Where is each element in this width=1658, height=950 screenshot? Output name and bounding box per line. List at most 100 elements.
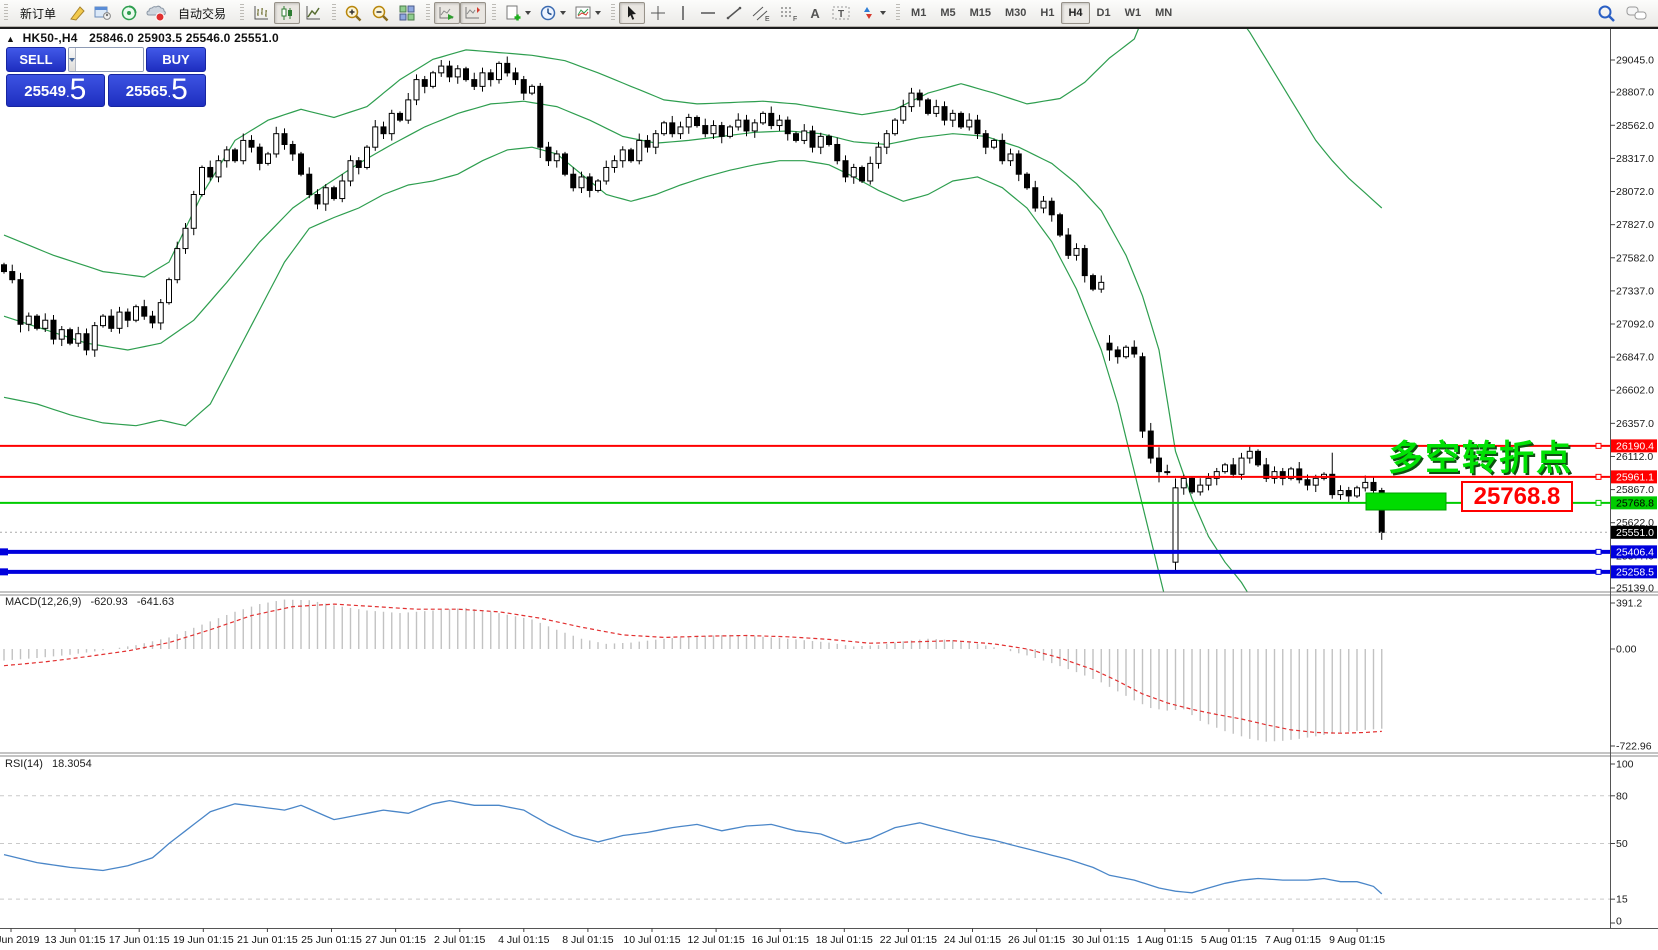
- svg-text:25551.0: 25551.0: [1616, 527, 1654, 539]
- zoom-in-icon[interactable]: [340, 2, 367, 24]
- toolbar-drag-handle[interactable]: [426, 4, 431, 22]
- trendline-icon[interactable]: [721, 2, 747, 24]
- cursor-icon[interactable]: [619, 2, 646, 24]
- auto-scroll-icon[interactable]: [434, 2, 461, 24]
- text-label-icon[interactable]: T: [827, 2, 855, 24]
- svg-text:22 Jul 01:15: 22 Jul 01:15: [880, 934, 937, 946]
- svg-text:17 Jun 01:15: 17 Jun 01:15: [109, 934, 170, 946]
- toolbar-drag-handle[interactable]: [332, 4, 337, 22]
- svg-text:2 Jul 01:15: 2 Jul 01:15: [434, 934, 486, 946]
- rsi-panel[interactable]: [0, 795, 1610, 900]
- channel-icon[interactable]: E: [747, 2, 775, 24]
- svg-text:26 Jul 01:15: 26 Jul 01:15: [1008, 934, 1065, 946]
- level-lines[interactable]: [0, 442, 1610, 576]
- svg-text:28317.0: 28317.0: [1616, 153, 1654, 165]
- fibonacci-icon[interactable]: F: [775, 2, 803, 24]
- toolbar-drag-handle[interactable]: [492, 4, 497, 22]
- sell-button[interactable]: SELL: [6, 47, 66, 72]
- svg-text:16 Jul 01:15: 16 Jul 01:15: [752, 934, 809, 946]
- svg-text:27092.0: 27092.0: [1616, 319, 1654, 331]
- search-icon[interactable]: [1597, 4, 1616, 23]
- svg-text:12 Jul 01:15: 12 Jul 01:15: [687, 934, 744, 946]
- price-callout-box[interactable]: 25768.8: [1461, 481, 1573, 512]
- autotrading-button[interactable]: 自动交易: [170, 2, 234, 24]
- vertical-line-icon[interactable]: [671, 2, 695, 24]
- main-price-panel[interactable]: [0, 0, 1610, 607]
- svg-text:391.2: 391.2: [1616, 598, 1642, 610]
- svg-text:18 Jul 01:15: 18 Jul 01:15: [816, 934, 873, 946]
- svg-text:25406.4: 25406.4: [1616, 546, 1654, 558]
- svg-text:25139.0: 25139.0: [1616, 583, 1654, 595]
- timeframe-m1[interactable]: M1: [911, 7, 927, 19]
- bollinger-bands: [3, 28, 1383, 592]
- svg-text:T: T: [838, 9, 844, 20]
- market-watch-icon[interactable]: [90, 2, 116, 24]
- bar-chart-icon[interactable]: [248, 2, 274, 24]
- one-click-trading-panel: SELL BUY 25549.5 25565.5: [6, 47, 206, 107]
- svg-text:4 Jul 01:15: 4 Jul 01:15: [498, 934, 550, 946]
- sell-price-display[interactable]: 25549. 5: [6, 74, 105, 107]
- ticket-icon[interactable]: [64, 2, 90, 24]
- crosshair-icon[interactable]: [645, 2, 671, 24]
- text-tool-icon[interactable]: A: [810, 5, 820, 21]
- svg-text:26847.0: 26847.0: [1616, 352, 1654, 364]
- toolbar-drag-handle[interactable]: [240, 4, 245, 22]
- toolbar-right: [1597, 4, 1658, 23]
- svg-text:28562.0: 28562.0: [1616, 120, 1654, 132]
- trade-group: 新订单 自动交易: [0, 0, 236, 26]
- timeframe-m30[interactable]: M30: [1005, 7, 1027, 19]
- chart-shift-icon[interactable]: [460, 2, 487, 24]
- buy-price-display[interactable]: 25565. 5: [107, 74, 206, 107]
- candles-layer: [1, 56, 1385, 571]
- highlight-zone[interactable]: [1365, 492, 1447, 511]
- timeframe-d1[interactable]: D1: [1096, 7, 1111, 19]
- panel-frame: [0, 28, 1658, 929]
- symbol-period-label: HK50-,H4: [22, 31, 78, 45]
- rsi-indicator-label: RSI(14) 18.3054: [5, 758, 92, 770]
- dropdown-caret: [880, 11, 887, 15]
- arrows-tool-icon[interactable]: [855, 2, 890, 24]
- candlestick-chart-icon[interactable]: [274, 2, 301, 24]
- toolbar-drag-handle[interactable]: [4, 4, 8, 22]
- macd-panel[interactable]: [3, 599, 1383, 742]
- line-chart-icon[interactable]: [300, 2, 326, 24]
- timeframe-h1[interactable]: H1: [1040, 7, 1055, 19]
- chart-symbol-title: ▲ HK50-,H4 25846.0 25903.5 25546.0 25551…: [6, 31, 279, 45]
- svg-text:26602.0: 26602.0: [1616, 385, 1654, 397]
- ohlc-readout: 25846.0 25903.5 25546.0 25551.0: [89, 31, 279, 45]
- timeframe-mn[interactable]: MN: [1155, 7, 1173, 19]
- tile-windows-icon[interactable]: [394, 2, 420, 24]
- profiles-clock-icon[interactable]: [535, 2, 570, 24]
- svg-text:27 Jun 01:15: 27 Jun 01:15: [365, 934, 426, 946]
- horizontal-line-icon[interactable]: [695, 2, 721, 24]
- volume-input[interactable]: [76, 48, 143, 71]
- data-window-icon[interactable]: [116, 2, 142, 24]
- zoom-out-icon[interactable]: [367, 2, 394, 24]
- chart-type-group: [236, 0, 328, 26]
- svg-text:E: E: [765, 16, 770, 22]
- timeframe-h4[interactable]: H4: [1061, 2, 1090, 24]
- volume-decrease-button[interactable]: [69, 48, 76, 71]
- collapse-triangle-icon[interactable]: ▲: [6, 34, 16, 44]
- buy-button[interactable]: BUY: [146, 47, 206, 72]
- svg-text:13 Jun 01:15: 13 Jun 01:15: [45, 934, 106, 946]
- svg-text:29045.0: 29045.0: [1616, 55, 1654, 67]
- svg-text:27827.0: 27827.0: [1616, 219, 1654, 231]
- chart-area[interactable]: 29045.0 28807.0 28562.0 28317.0 28072.0 27827…: [0, 28, 1658, 950]
- template-icon[interactable]: [570, 2, 605, 24]
- timeframe-w1[interactable]: W1: [1124, 7, 1142, 19]
- new-chart-icon[interactable]: [500, 2, 535, 24]
- chat-icon[interactable]: [1626, 4, 1648, 23]
- svg-text:-722.96: -722.96: [1616, 741, 1652, 753]
- autotrading-icon[interactable]: [142, 2, 170, 24]
- toolbar-drag-handle[interactable]: [896, 4, 901, 22]
- new-order-button[interactable]: 新订单: [12, 2, 64, 24]
- turning-point-annotation: 多空转折点: [1388, 439, 1574, 478]
- timeframe-m15[interactable]: M15: [969, 7, 991, 19]
- profile-group: [488, 0, 607, 26]
- price-axis[interactable]: 29045.0 28807.0 28562.0 28317.0 28072.0 27827…: [1610, 55, 1657, 928]
- timeframe-m5[interactable]: M5: [940, 7, 956, 19]
- toolbar-drag-handle[interactable]: [611, 4, 616, 22]
